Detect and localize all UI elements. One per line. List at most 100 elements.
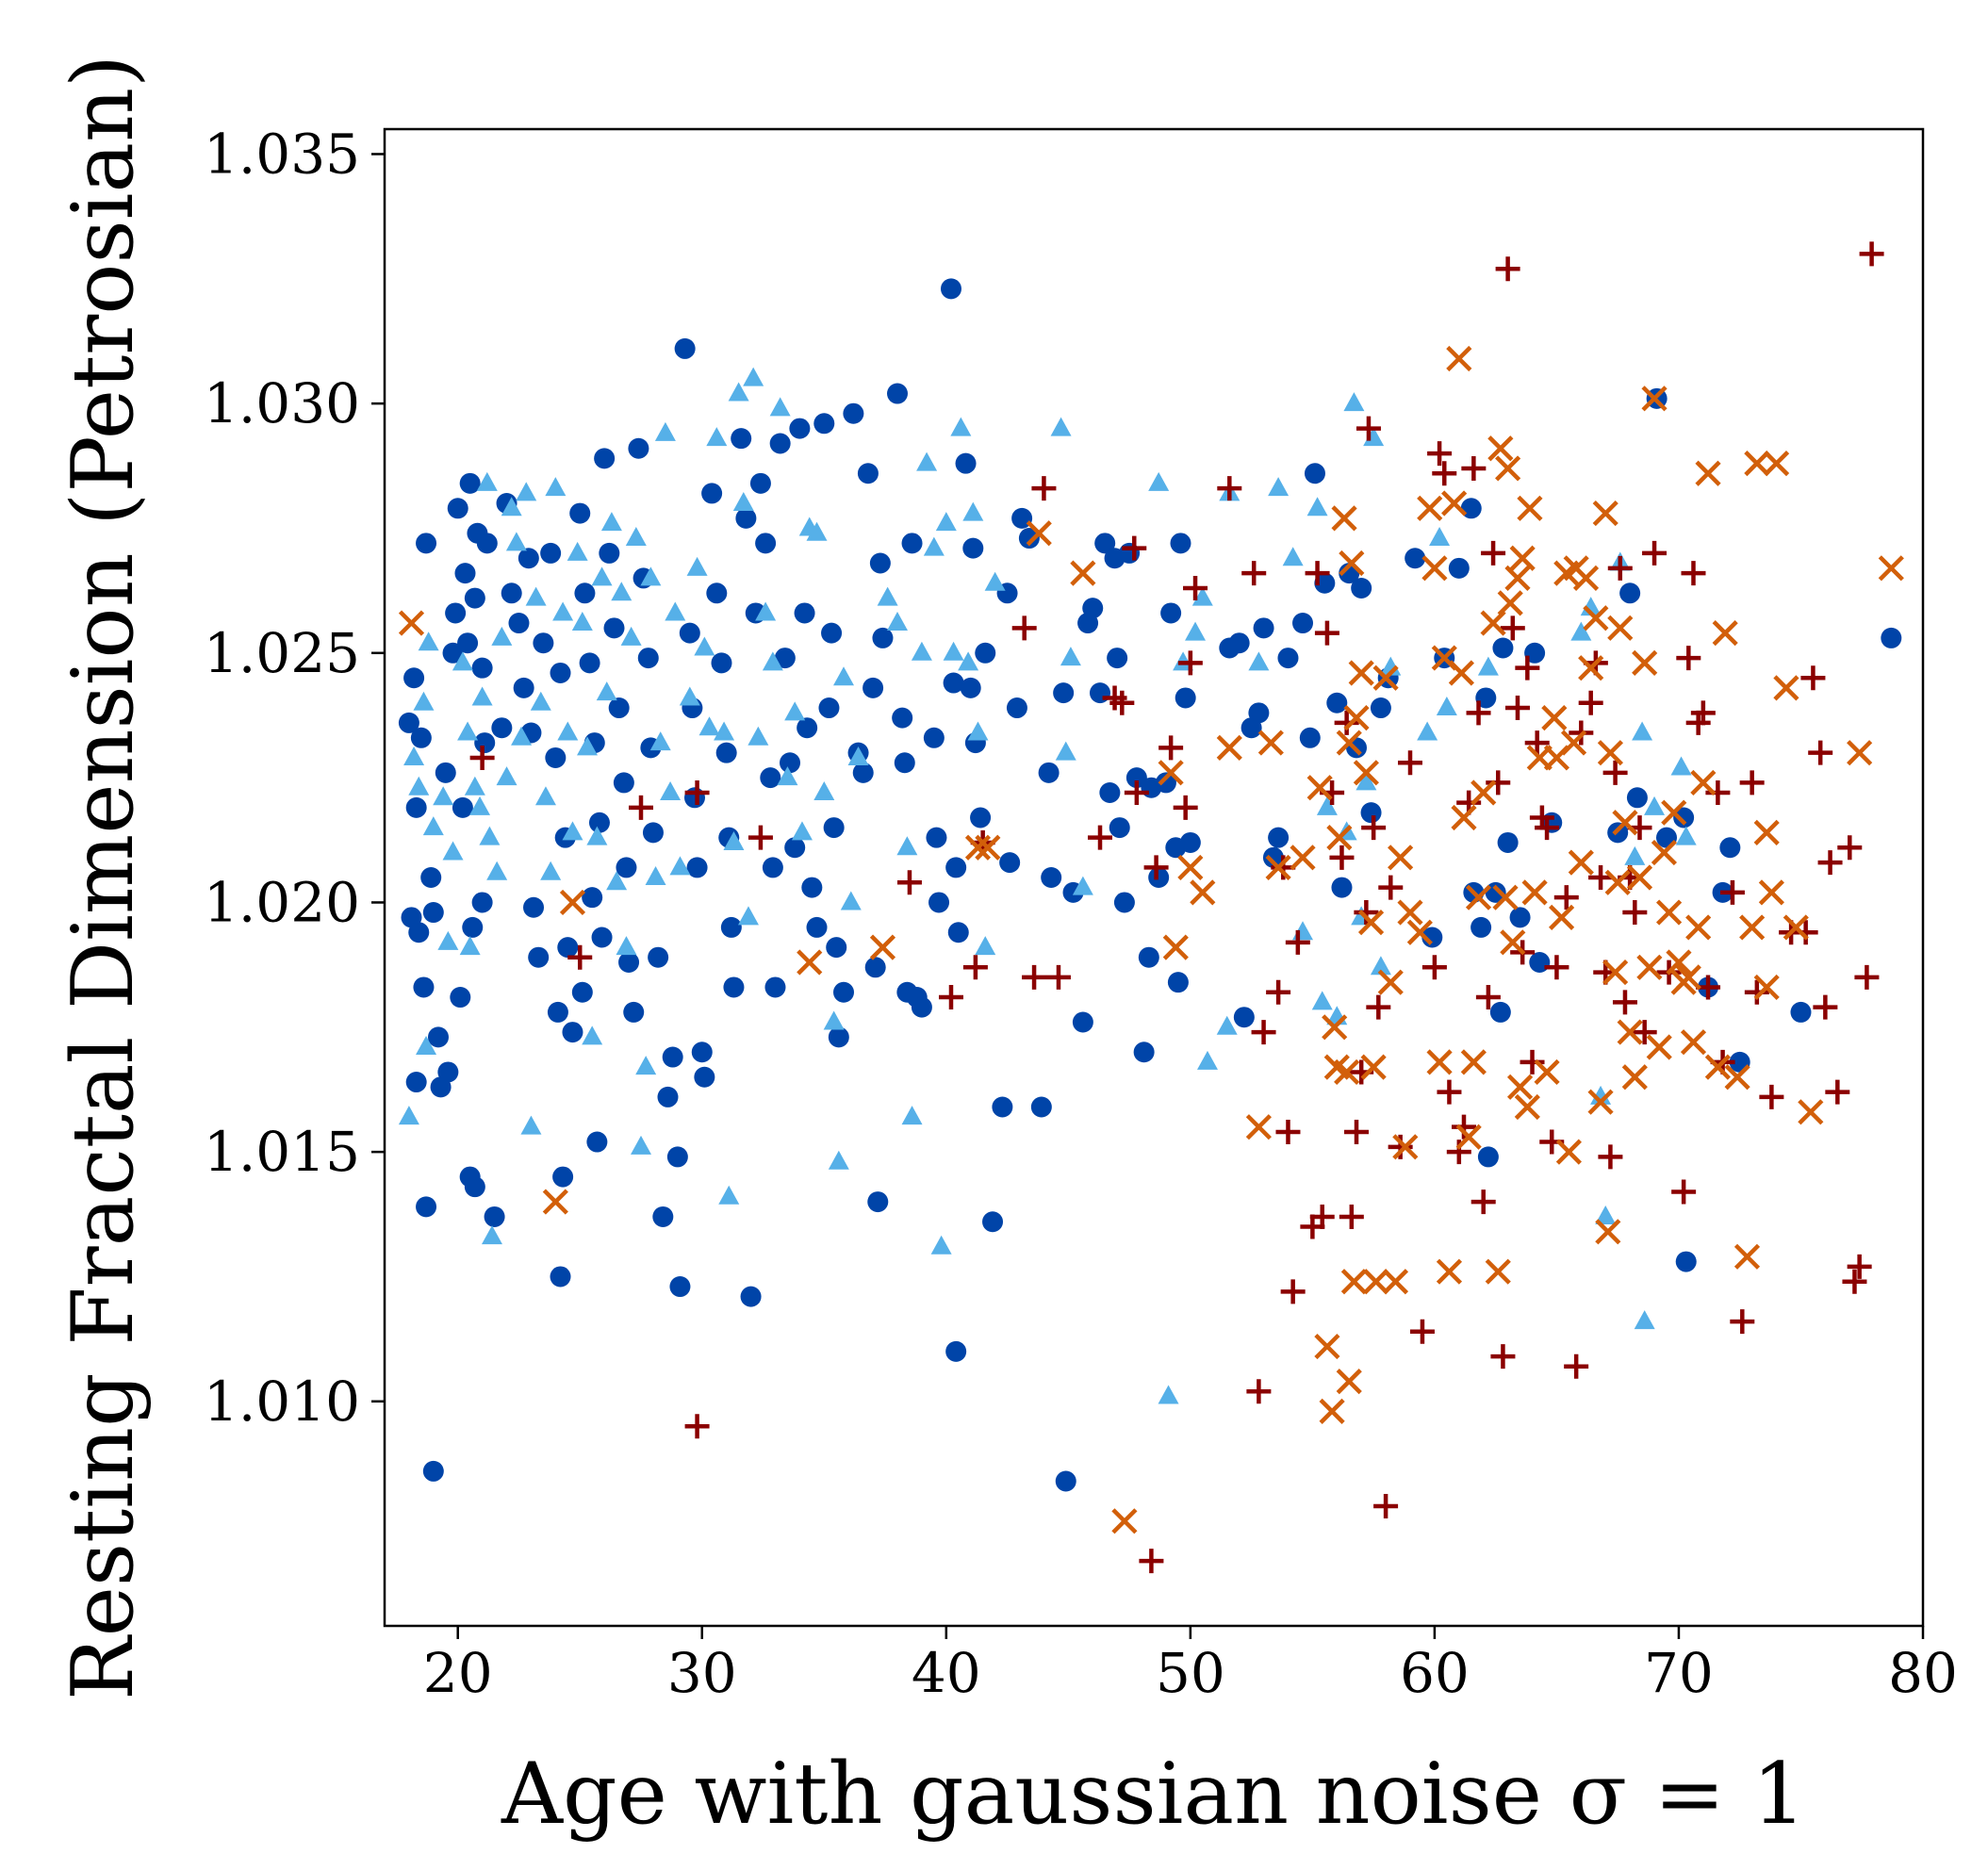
data-point-circle xyxy=(1626,787,1648,809)
data-point-x xyxy=(1798,1099,1824,1125)
data-point-circle xyxy=(769,433,791,454)
data-point-plus xyxy=(1143,855,1169,880)
data-point-triangle xyxy=(784,701,806,721)
data-point-triangle xyxy=(1477,656,1499,676)
data-point-x xyxy=(1595,1219,1621,1245)
data-point-circle xyxy=(940,278,961,300)
data-point-triangle xyxy=(620,626,642,646)
data-point-circle xyxy=(422,902,444,924)
data-point-triangle xyxy=(596,681,617,701)
y-axis-ticks: 1.010 1.015 1.020 1.025 1.030 1.035 xyxy=(204,122,385,1434)
data-point-circle xyxy=(1370,697,1391,719)
data-point-triangle xyxy=(452,651,473,671)
data-point-circle xyxy=(1619,582,1641,604)
data-point-triangle xyxy=(769,397,791,417)
data-point-circle xyxy=(694,1066,715,1088)
data-point-circle xyxy=(943,672,964,694)
data-point-x xyxy=(1612,810,1638,836)
data-point-x xyxy=(1331,505,1357,532)
data-point-circle xyxy=(591,927,613,948)
data-point-plus xyxy=(1280,1279,1306,1304)
x-axis-label: Age with gaussian noise σ = 1 xyxy=(501,1745,1806,1844)
data-point-x xyxy=(1392,1134,1419,1160)
data-point-plus xyxy=(1602,760,1628,785)
data-point-triangle xyxy=(791,821,813,841)
data-point-x xyxy=(869,934,896,960)
data-point-circle xyxy=(1421,927,1443,948)
data-point-circle xyxy=(764,976,786,998)
data-point-x xyxy=(1685,914,1712,941)
data-point-x xyxy=(1306,775,1333,801)
data-point-circle xyxy=(1090,682,1111,704)
data-point-triangle xyxy=(501,497,522,517)
data-point-triangle xyxy=(403,746,425,765)
data-point-circle xyxy=(1107,648,1128,669)
data-point-circle xyxy=(1053,682,1075,704)
data-point-x xyxy=(1448,660,1474,686)
data-point-plus xyxy=(1793,920,1818,945)
data-point-triangle xyxy=(516,482,537,501)
data-point-plus xyxy=(1490,1344,1516,1370)
data-point-circle xyxy=(398,712,419,733)
data-point-circle xyxy=(784,837,806,859)
data-point-circle xyxy=(459,472,481,494)
data-point-circle xyxy=(731,428,752,450)
data-point-plus xyxy=(1309,1204,1335,1229)
data-point-triangle xyxy=(748,726,769,746)
x-tick-label: 40 xyxy=(912,1641,981,1705)
data-point-triangle xyxy=(422,816,444,836)
data-point-triangle xyxy=(1191,586,1213,606)
data-point-circle xyxy=(1125,767,1147,789)
data-point-plus xyxy=(1339,1204,1364,1229)
data-point-triangle xyxy=(469,796,491,815)
data-point-triangle xyxy=(806,521,828,541)
data-point-triangle xyxy=(737,906,759,926)
data-point-circle xyxy=(405,1072,427,1093)
data-point-circle xyxy=(1179,831,1201,853)
data-point-plus xyxy=(1177,650,1203,676)
data-point-circle xyxy=(562,1022,583,1043)
data-point-triangle xyxy=(1644,796,1666,815)
data-point-triangle xyxy=(530,691,551,711)
data-point-x xyxy=(1587,1089,1614,1115)
data-point-x xyxy=(1758,879,1784,906)
data-point-x xyxy=(1568,849,1594,876)
data-point-x xyxy=(1690,769,1717,796)
data-point-plus xyxy=(1355,416,1381,441)
data-point-x xyxy=(1339,550,1365,577)
data-point-plus xyxy=(1241,561,1267,586)
data-point-x xyxy=(1583,605,1609,632)
data-point-circle xyxy=(760,767,781,789)
data-point-triangle xyxy=(1050,417,1072,436)
x-tick-label: 20 xyxy=(423,1641,493,1705)
plot-frame xyxy=(383,127,1925,1628)
data-point-x xyxy=(1555,1139,1582,1165)
data-point-circle xyxy=(550,662,571,683)
data-point-x xyxy=(1646,1034,1672,1060)
data-point-x xyxy=(1421,555,1448,582)
data-point-circle xyxy=(1673,807,1695,828)
data-point-x xyxy=(1597,740,1624,766)
data-point-triangle xyxy=(525,586,547,606)
data-point-circle xyxy=(416,533,437,554)
data-point-triangle xyxy=(534,786,556,806)
data-point-circle xyxy=(1228,632,1250,654)
data-point-circle xyxy=(711,652,732,674)
data-point-x xyxy=(1744,451,1770,477)
data-point-circle xyxy=(740,1286,762,1307)
data-point-circle xyxy=(864,957,886,978)
x-axis-ticks: 20 30 40 50 60 70 80 xyxy=(423,1626,1958,1705)
data-point-circle xyxy=(1072,1011,1093,1033)
data-point-circle xyxy=(545,746,567,768)
data-point-circle xyxy=(1675,1251,1697,1272)
data-point-circle xyxy=(926,827,947,848)
data-point-x xyxy=(1666,949,1692,976)
data-point-triangle xyxy=(1590,1085,1612,1105)
data-point-circle xyxy=(735,507,757,529)
data-point-circle xyxy=(464,587,485,609)
data-point-circle xyxy=(801,877,823,898)
data-point-plus xyxy=(1588,865,1614,890)
data-point-plus xyxy=(1398,750,1422,776)
data-point-plus xyxy=(629,795,653,820)
data-point-triangle xyxy=(611,582,633,601)
